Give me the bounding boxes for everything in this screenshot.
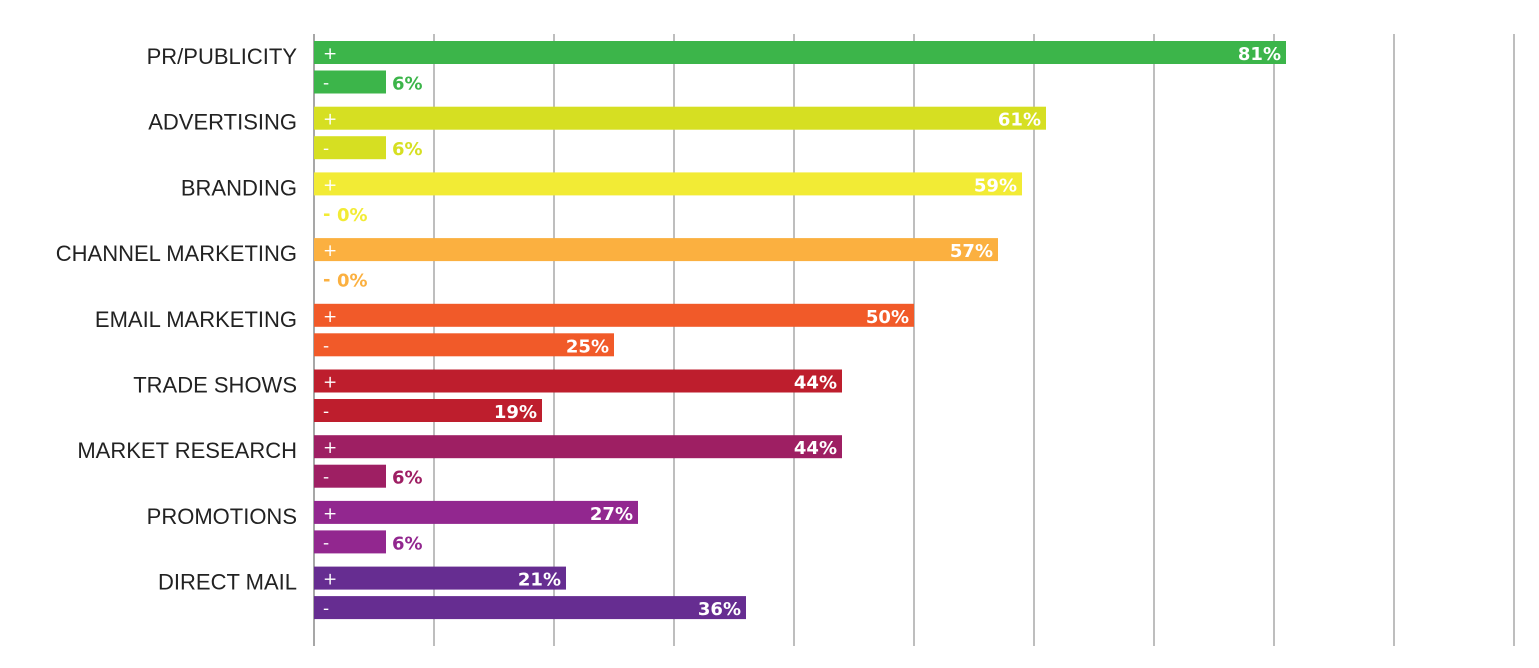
data-label: 21% — [518, 570, 561, 591]
data-label: 44% — [794, 373, 837, 394]
data-label: 19% — [494, 402, 537, 423]
bar-sign-label: + — [323, 373, 337, 393]
bar — [314, 530, 386, 554]
data-label: 50% — [866, 307, 909, 328]
data-label: 6% — [392, 468, 423, 489]
bar-sign-label: - — [323, 402, 329, 422]
data-label: 61% — [998, 110, 1041, 131]
bar — [314, 333, 614, 357]
data-label: 6% — [392, 139, 423, 160]
data-label: 6% — [392, 533, 423, 554]
bar-sign-label: + — [323, 44, 337, 64]
bar — [314, 41, 1286, 64]
data-label: 57% — [950, 241, 993, 262]
bar-sign-label: - — [323, 599, 329, 619]
bar — [314, 399, 542, 422]
bar-sign-label: - — [323, 468, 329, 488]
category-label: EMAIL MARKETING — [95, 307, 297, 332]
bar — [314, 596, 746, 620]
category-label: PR/PUBLICITY — [147, 44, 298, 69]
label-layer: PR/PUBLICITY +81% - 6% ADVERTISING +61% - 6% BRA… — [56, 44, 1281, 620]
data-label: 6% — [392, 74, 423, 95]
category-label: DIRECT MAIL — [158, 570, 297, 595]
category-label: TRADE SHOWS — [133, 373, 297, 398]
data-label: 59% — [974, 175, 1017, 196]
bar-sign-label: + — [323, 438, 337, 458]
category-label: BRANDING — [181, 175, 297, 200]
bar — [314, 106, 1046, 130]
bar — [314, 136, 386, 160]
bar-sign-label: + — [323, 570, 337, 590]
bar — [314, 500, 638, 524]
data-label: 44% — [794, 438, 837, 459]
bar-sign-label: - — [323, 204, 330, 225]
bar-sign-label: - — [323, 336, 329, 356]
bar-sign-label: - — [323, 74, 329, 94]
bar-sign-label: + — [323, 241, 337, 261]
bar-sign-label: + — [323, 175, 337, 195]
bar-sign-label: + — [323, 110, 337, 130]
bar — [314, 566, 566, 590]
bar-sign-label: + — [323, 504, 337, 524]
data-label: 0% — [337, 271, 368, 292]
data-label: 0% — [337, 205, 368, 226]
category-label: CHANNEL MARKETING — [56, 241, 297, 266]
data-label: 81% — [1238, 44, 1281, 65]
bar — [314, 435, 842, 459]
category-label: ADVERTISING — [148, 110, 297, 135]
category-label: MARKET RESEARCH — [77, 438, 297, 463]
data-label: 36% — [698, 599, 741, 620]
bar-sign-label: - — [323, 139, 329, 159]
bar-sign-label: - — [323, 533, 329, 553]
category-label: PROMOTIONS — [147, 504, 297, 529]
grid-layer — [313, 34, 1515, 646]
data-label: 25% — [566, 336, 609, 357]
bar — [314, 70, 386, 94]
bar — [314, 172, 1022, 196]
bar — [314, 303, 914, 327]
bar — [314, 464, 386, 488]
bar-layer — [314, 41, 1286, 620]
bar-sign-label: - — [323, 270, 330, 291]
bar — [314, 369, 842, 393]
data-label: 27% — [590, 504, 633, 525]
bar-sign-label: + — [323, 307, 337, 327]
bar — [314, 238, 998, 262]
